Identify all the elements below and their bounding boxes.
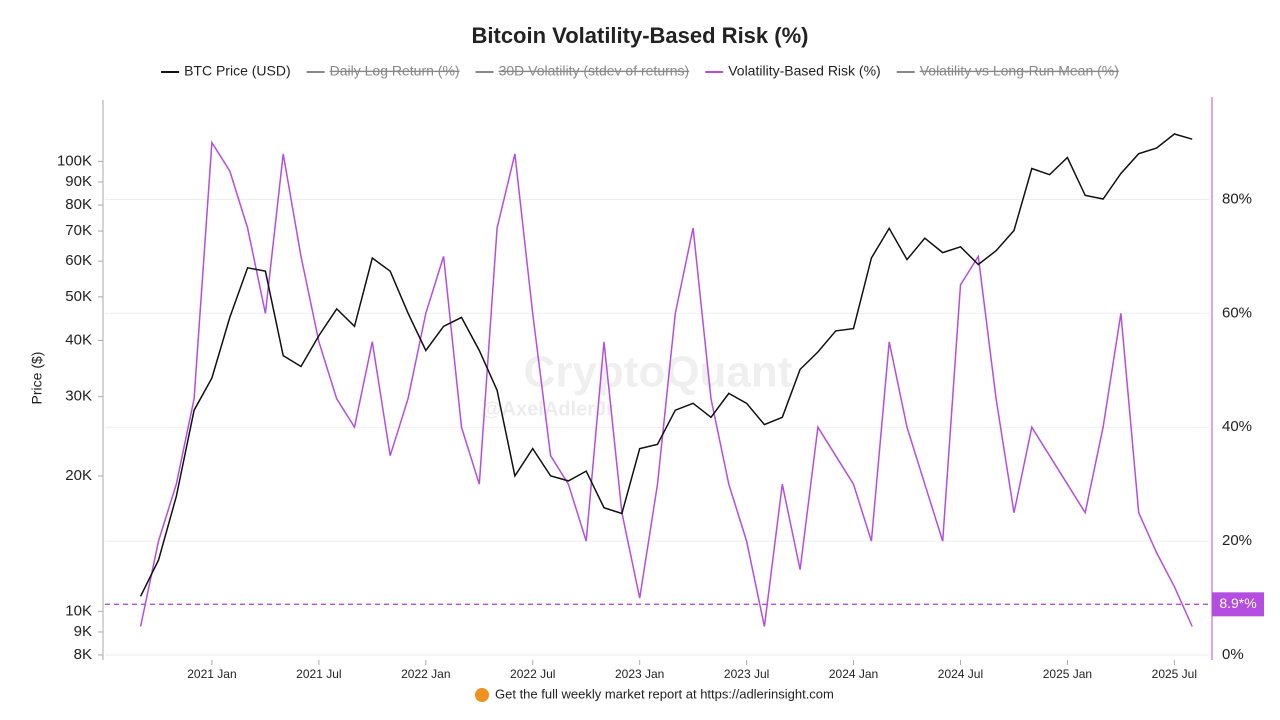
y-tick-label: 90K	[65, 173, 92, 190]
x-tick-label: 2025 Jan	[1043, 667, 1092, 681]
chart-title: Bitcoin Volatility-Based Risk (%)	[472, 23, 809, 48]
x-tick-label: 2024 Jan	[829, 667, 878, 681]
legend: BTC Price (USD) Daily Log Return (%) 30D V…	[161, 63, 1119, 79]
footer-icon	[475, 688, 489, 702]
y2-tick-label: 60%	[1222, 304, 1252, 321]
watermark-author: @AxelAdlerJr	[482, 398, 614, 420]
y2-tick-label: 80%	[1222, 190, 1252, 207]
y2-tick-label: 0%	[1222, 646, 1244, 663]
y-tick-label: 70K	[65, 222, 92, 239]
legend-item: Volatility-Based Risk (%)	[705, 63, 881, 79]
x-tick-label: 2022 Jul	[510, 667, 555, 681]
x-tick-label: 2024 Jul	[938, 667, 983, 681]
legend-item: 30D Volatility (stdev of returns)	[475, 63, 690, 79]
x-tick-label: 2021 Jan	[187, 667, 236, 681]
legend-label: Volatility-Based Risk (%)	[728, 63, 881, 79]
legend-label: BTC Price (USD)	[184, 63, 291, 79]
x-tick-label: 2021 Jul	[296, 667, 341, 681]
y-tick-label: 9K	[74, 623, 92, 640]
legend-label: Volatility vs Long-Run Mean (%)	[920, 63, 1119, 79]
x-tick-label: 2025 Jul	[1152, 667, 1197, 681]
y2-tick-label: 40%	[1222, 418, 1252, 435]
y-tick-label: 20K	[65, 467, 92, 484]
footer: Get the full weekly market report at htt…	[495, 686, 834, 701]
legend-item: Daily Log Return (%)	[306, 63, 460, 79]
reference-label: 8.9*%	[1219, 595, 1256, 611]
y-tick-label: 100K	[57, 152, 92, 169]
y-tick-label: 60K	[65, 252, 92, 269]
series-line	[139, 140, 1193, 627]
x-tick-label: 2023 Jul	[724, 667, 769, 681]
legend-item: Volatility vs Long-Run Mean (%)	[896, 63, 1119, 79]
y-tick-label: 80K	[65, 196, 92, 213]
x-tick-label: 2023 Jan	[615, 667, 664, 681]
y-tick-label: 50K	[65, 288, 92, 305]
y-tick-label: 40K	[65, 331, 92, 348]
y-tick-label: 30K	[65, 388, 92, 405]
y-tick-label: 10K	[65, 602, 92, 619]
legend-label: 30D Volatility (stdev of returns)	[499, 63, 690, 79]
legend-item: BTC Price (USD)	[161, 63, 291, 79]
y-axis-label: Price ($)	[29, 352, 45, 405]
x-tick-label: 2022 Jan	[401, 667, 450, 681]
y-tick-label: 8K	[74, 646, 92, 663]
y2-tick-label: 20%	[1222, 532, 1252, 549]
series-line	[139, 133, 1193, 597]
reference-label-bg	[1212, 592, 1264, 617]
legend-label: Daily Log Return (%)	[330, 63, 460, 79]
watermark: CryptoQuant	[524, 348, 793, 397]
